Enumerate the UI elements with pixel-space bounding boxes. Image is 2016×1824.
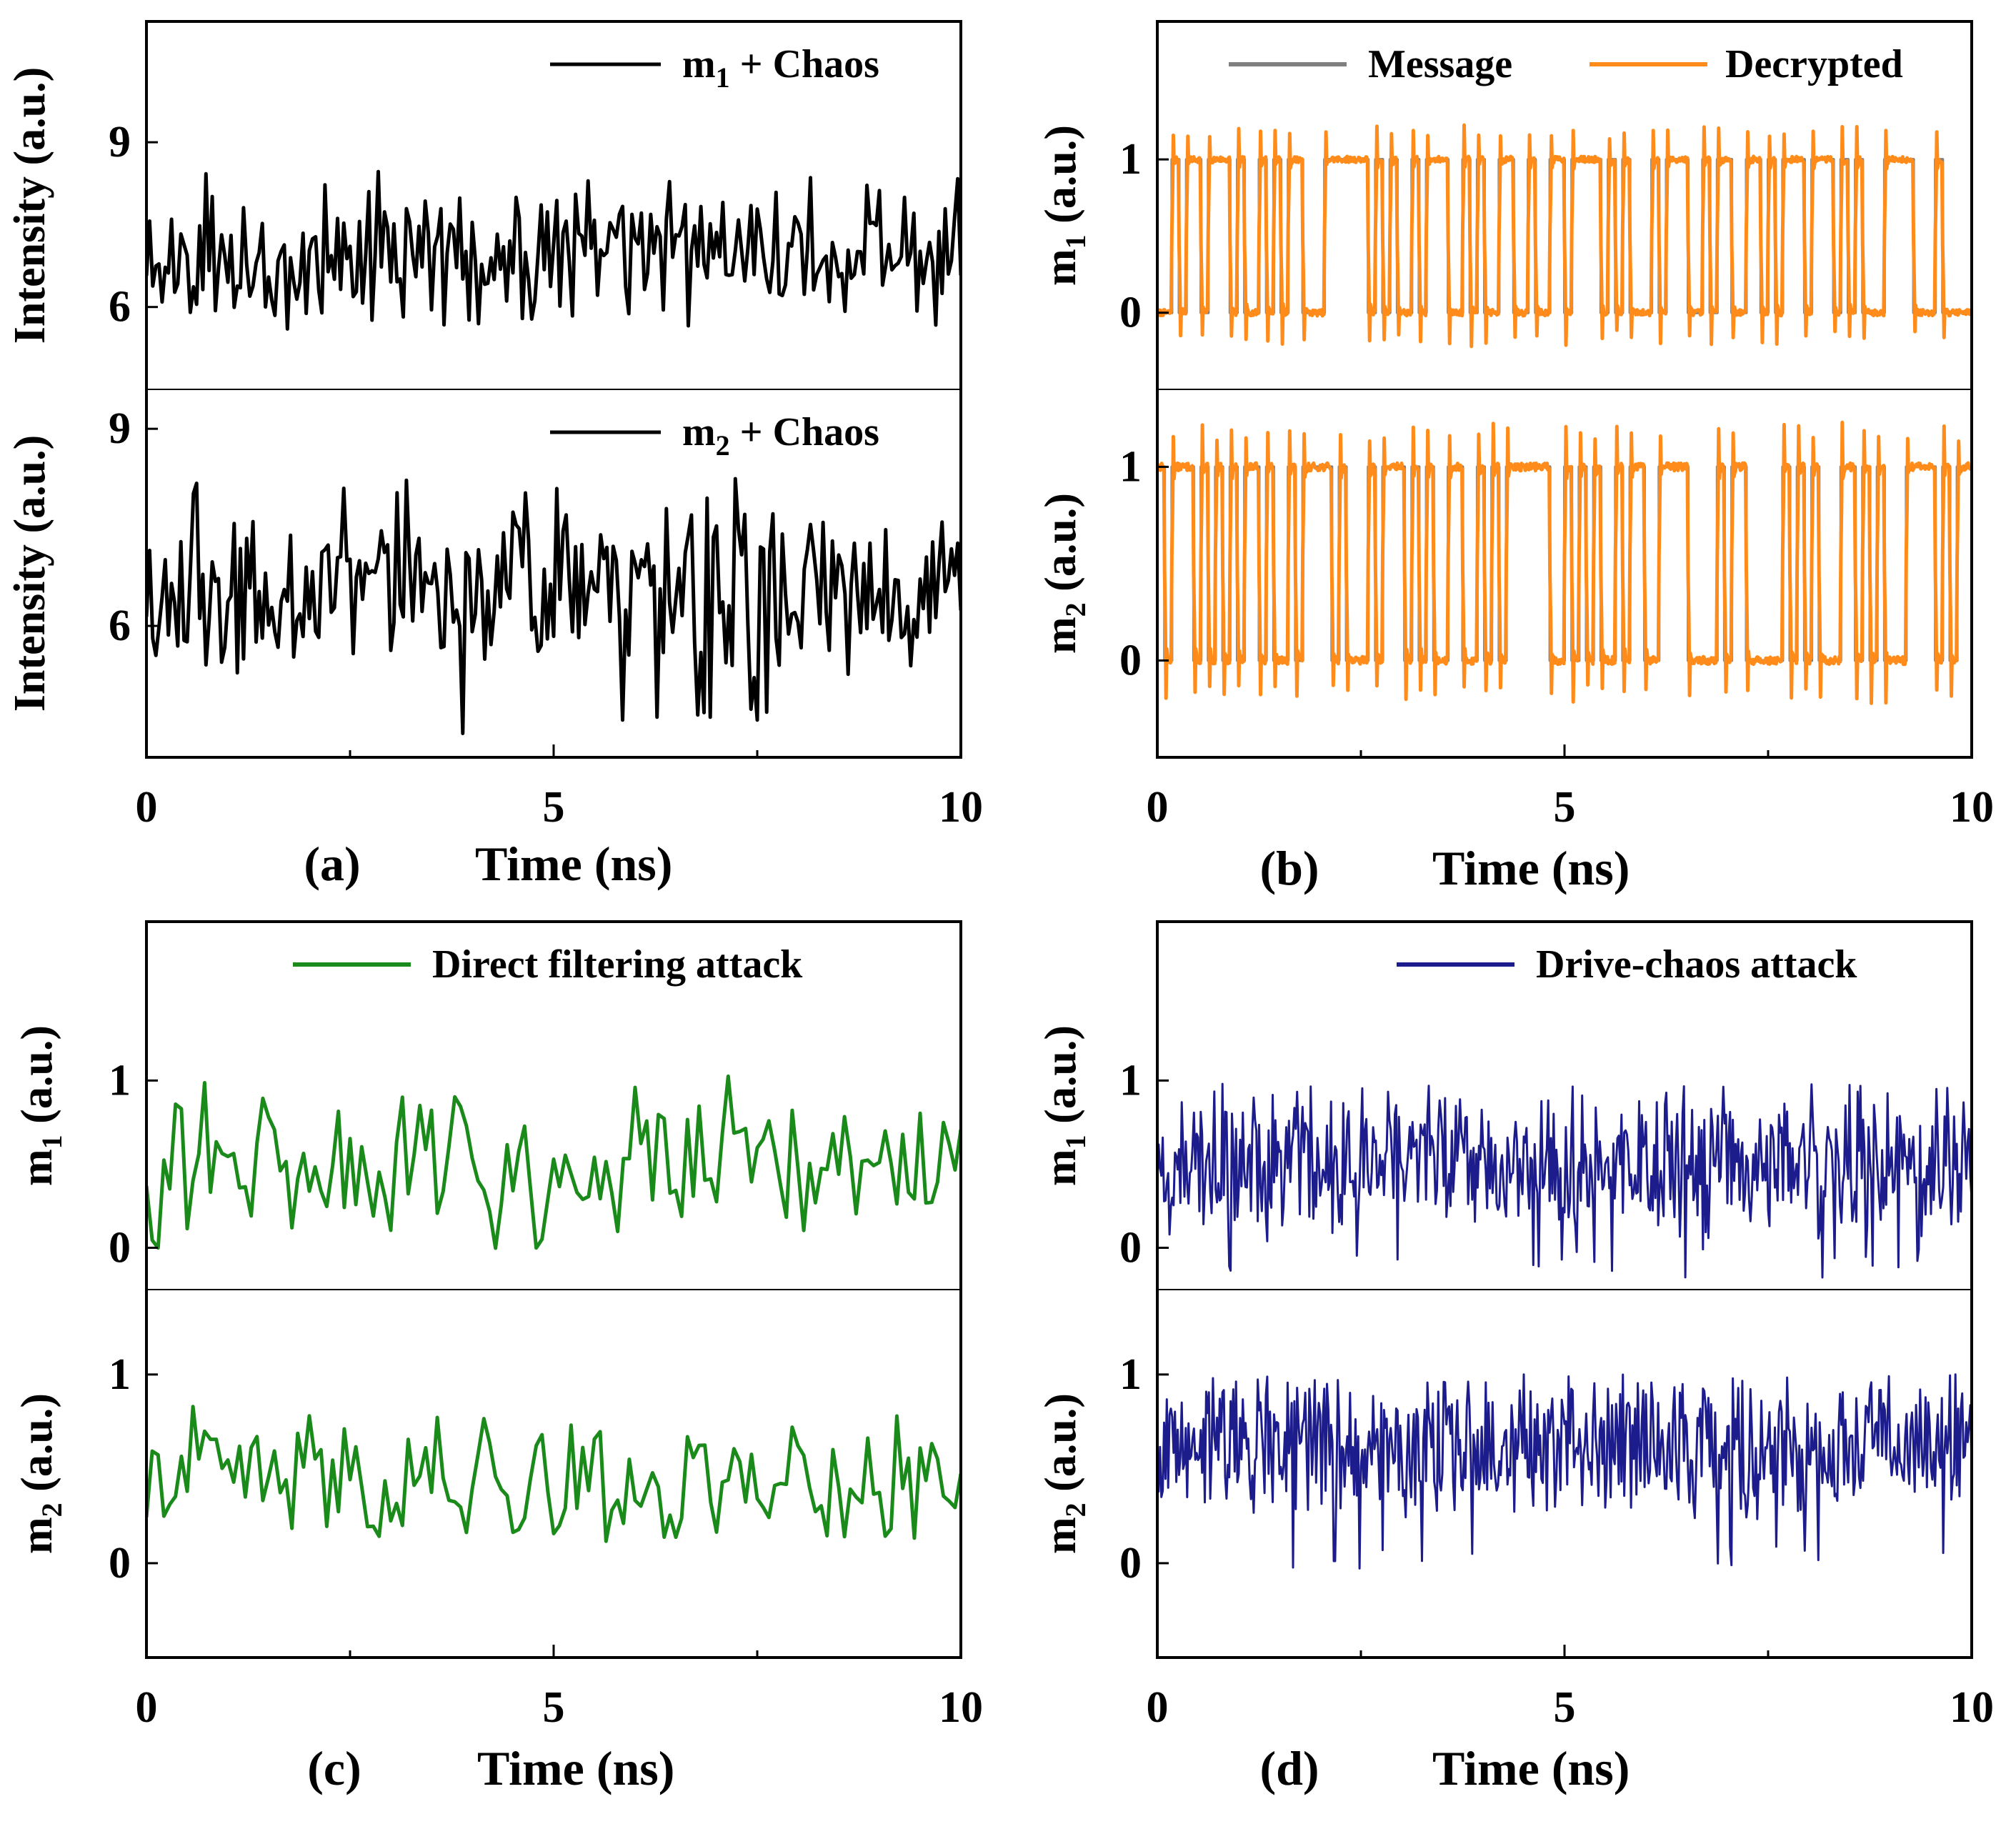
series-line-m1-chaos <box>146 169 961 331</box>
y-tick-label: 6 <box>109 283 131 332</box>
x-axis-label: Time (ns) <box>1432 841 1630 895</box>
y-axis-label: m1 (a.u.) <box>13 1025 68 1186</box>
y-axis-label: m2 (a.u.) <box>13 1393 68 1554</box>
panel-c: 0 1 m1 (a.u.) 0 1 m2 (a.u.) 0 5 10 (c) Time (ns) Di… <box>13 920 983 1795</box>
x-axis-label: Time (ns) <box>477 1741 674 1795</box>
panel-b: 0 1 m1 (a.u.) 0 1 m2 (a.u.) 0 5 10 (b) Time (ns) Me… <box>1037 20 1994 895</box>
series-line-m2-chaos <box>146 477 961 735</box>
x-tick-label: 5 <box>543 783 565 832</box>
subplot-b-1: 0 1 m1 (a.u.) <box>1037 123 1972 349</box>
y-tick-label: 1 <box>1119 1056 1142 1105</box>
x-tick-label: 5 <box>543 1683 565 1732</box>
subplot-a-1: 6 9 m1 + Chaos Intensity (a.u.) <box>6 42 961 344</box>
x-tick-label: 0 <box>136 783 158 832</box>
y-tick-label: 1 <box>1119 442 1142 491</box>
legend-label: m2 + Chaos <box>682 410 879 462</box>
y-tick-label: 0 <box>1119 1223 1142 1272</box>
panel-a: 6 9 m1 + Chaos Intensity (a.u.) 6 9 m2 + Chaos… <box>6 20 983 891</box>
subplot-d-1: 0 1 m1 (a.u.) <box>1037 1025 1972 1279</box>
panel-caption: (d) <box>1259 1741 1319 1795</box>
series-line-drive-chaos-attack <box>1157 1082 1972 1279</box>
y-tick-label: 9 <box>109 404 131 453</box>
y-axis-label: m2 (a.u.) <box>1037 493 1092 654</box>
y-tick-label: 1 <box>109 1056 131 1105</box>
y-tick-label: 1 <box>1119 135 1142 184</box>
y-axis-label: Intensity (a.u.) <box>6 67 54 344</box>
legend-label: Drive-chaos attack <box>1536 942 1857 987</box>
x-tick-label: 0 <box>136 1683 158 1732</box>
panel-caption: (c) <box>307 1741 361 1795</box>
y-tick-label: 0 <box>109 1223 131 1272</box>
legend-label: Direct filtering attack <box>432 942 803 987</box>
y-tick-label: 1 <box>109 1350 131 1399</box>
subplot-d-2: 0 1 m2 (a.u.) <box>1037 1350 1972 1588</box>
series-line-drive-chaos-attack <box>1157 1373 1972 1570</box>
x-tick-label: 10 <box>1950 1683 1994 1732</box>
legend-label: m1 + Chaos <box>682 42 879 94</box>
series-line-direct-filtering-attack <box>146 1074 961 1250</box>
x-tick-label: 5 <box>1554 783 1576 832</box>
series-line-direct-filtering-attack <box>146 1405 961 1543</box>
y-tick-label: 0 <box>1119 289 1142 337</box>
x-tick-label: 10 <box>939 783 983 832</box>
x-tick-label: 10 <box>1950 783 1994 832</box>
subplot-c-2: 0 1 m2 (a.u.) <box>13 1350 961 1588</box>
legend-label: Decrypted <box>1725 42 1903 86</box>
panel-d: 0 1 m1 (a.u.) 0 1 m2 (a.u.) 0 5 10 (d) Time (ns) Dr… <box>1037 920 1994 1795</box>
subplot-a-2: 6 9 m2 + Chaos Intensity (a.u.) <box>6 404 961 735</box>
y-tick-label: 0 <box>1119 1539 1142 1588</box>
x-tick-label: 0 <box>1147 1683 1169 1732</box>
panel-caption: (a) <box>304 837 360 891</box>
legend-label: Message <box>1368 42 1512 86</box>
x-tick-label: 5 <box>1554 1683 1576 1732</box>
y-tick-label: 0 <box>109 1539 131 1588</box>
series-line-decrypted <box>1157 123 1972 349</box>
y-tick-label: 6 <box>109 602 131 650</box>
x-axis-label: Time (ns) <box>1432 1741 1630 1795</box>
subplot-c-1: 0 1 m1 (a.u.) <box>13 1025 961 1272</box>
series-line-decrypted <box>1157 420 1972 705</box>
y-tick-label: 9 <box>109 118 131 166</box>
y-axis-label: Intensity (a.u.) <box>6 435 54 712</box>
y-tick-label: 0 <box>1119 636 1142 684</box>
x-tick-label: 0 <box>1147 783 1169 832</box>
subplot-b-2: 0 1 m2 (a.u.) <box>1037 420 1972 705</box>
y-axis-label: m1 (a.u.) <box>1037 125 1092 286</box>
x-tick-label: 10 <box>939 1683 983 1732</box>
y-axis-label: m2 (a.u.) <box>1037 1393 1092 1554</box>
y-axis-label: m1 (a.u.) <box>1037 1025 1092 1186</box>
panel-caption: (b) <box>1259 841 1319 895</box>
x-axis-label: Time (ns) <box>475 837 672 891</box>
y-tick-label: 1 <box>1119 1350 1142 1399</box>
